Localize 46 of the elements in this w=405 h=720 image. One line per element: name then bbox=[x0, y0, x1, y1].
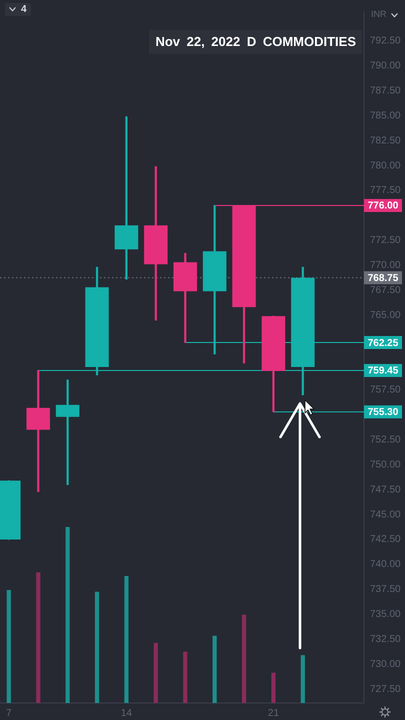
y-tick-label: 742.50 bbox=[370, 534, 402, 546]
y-tick-label: 745.00 bbox=[370, 509, 402, 520]
bar bbox=[183, 652, 188, 703]
y-tick-label: 730.00 bbox=[370, 658, 402, 670]
x-tick-label: 21 bbox=[268, 708, 280, 719]
annotation: 4 bbox=[21, 3, 27, 16]
y-tick-label: 765.00 bbox=[370, 310, 402, 321]
bar bbox=[36, 572, 40, 703]
y-tick-label: 740.00 bbox=[370, 559, 402, 570]
ref-line-label: 762.25 bbox=[368, 338, 399, 349]
text: Nov 22, 2022 D COMMODITIES bbox=[149, 30, 362, 54]
y-tick-label: 757.50 bbox=[370, 384, 402, 396]
ref-line-label: 759.45 bbox=[368, 366, 399, 377]
bar bbox=[242, 614, 246, 703]
y-tick-label: 735.00 bbox=[370, 609, 402, 620]
ref-line-label: 755.30 bbox=[368, 407, 399, 418]
y-tick-label: 732.50 bbox=[370, 634, 402, 645]
x-tick-label: 7 bbox=[6, 708, 12, 719]
y-tick-label: 767.50 bbox=[370, 284, 402, 296]
candlestick bbox=[26, 370, 50, 492]
y-tick-label: 790.00 bbox=[370, 60, 402, 72]
y-tick-label: 792.50 bbox=[370, 36, 402, 47]
bar bbox=[6, 590, 11, 703]
y-tick-label: 737.50 bbox=[370, 584, 402, 596]
y-tick-label: 727.50 bbox=[370, 684, 402, 695]
y-tick-label: 747.50 bbox=[370, 484, 402, 496]
y-tick-label: 787.50 bbox=[370, 86, 402, 97]
y-tick-label: 772.50 bbox=[370, 235, 402, 246]
bar bbox=[124, 576, 129, 703]
bar bbox=[300, 655, 305, 703]
ref-line-label: 768.75 bbox=[368, 272, 399, 284]
y-tick-label: 777.50 bbox=[370, 185, 402, 196]
x-tick-label: 14 bbox=[120, 708, 132, 719]
bar bbox=[154, 642, 158, 703]
y-tick-label: 785.00 bbox=[370, 110, 402, 122]
y-tick-label: 752.50 bbox=[370, 434, 402, 446]
bar bbox=[212, 636, 217, 703]
ref-line-label: 776.00 bbox=[368, 200, 399, 212]
y-tick-label: 750.00 bbox=[370, 459, 402, 470]
y-tick-label: 782.50 bbox=[370, 135, 402, 146]
bar bbox=[94, 592, 100, 703]
y-tick-label: 770.00 bbox=[370, 260, 402, 272]
y-tick-label: 780.00 bbox=[370, 160, 402, 172]
y-axis-title: INR bbox=[371, 9, 386, 20]
bar bbox=[271, 672, 276, 703]
bar bbox=[66, 527, 70, 703]
